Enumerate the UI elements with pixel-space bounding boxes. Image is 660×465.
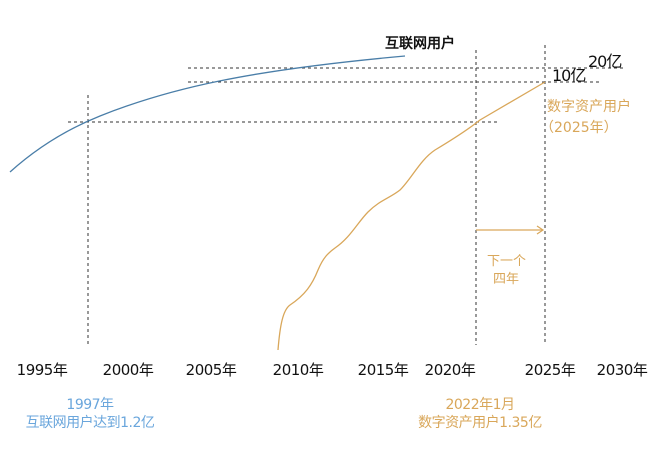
internet-users-label: 互联网用户 [385, 36, 455, 52]
digital-note-line1: 2022年1月 [445, 397, 515, 413]
next-four-years-arrow [476, 225, 545, 235]
digital-asset-users-label: 数字资产用户 [547, 99, 631, 115]
next-four-years-label-1: 下一个 [487, 254, 527, 269]
x-tick-1995: 1995年 [16, 361, 68, 379]
x-tick-2005: 2005年 [185, 361, 237, 379]
internet-note-line1: 1997年 [66, 397, 114, 413]
x-tick-2030: 2030年 [596, 361, 648, 379]
x-tick-2025: 2025年 [524, 361, 576, 379]
x-tick-2000: 2000年 [102, 361, 154, 379]
digital-asset-users-curve [277, 81, 546, 351]
next-four-years-label-2: 四年 [493, 272, 520, 287]
digital-asset-year-label: （2025年） [540, 120, 618, 136]
twenty-yi-label: 20亿 [588, 52, 622, 71]
x-tick-2010: 2010年 [272, 361, 324, 379]
digital-note: 2022年1月 数字资产用户1.35亿 [418, 396, 542, 432]
internet-note-line2: 互联网用户达到1.2亿 [25, 415, 155, 431]
x-tick-2020: 2020年 [424, 361, 476, 379]
ten-yi-label: 10亿 [552, 66, 586, 85]
digital-note-line2: 数字资产用户1.35亿 [418, 415, 542, 431]
x-tick-2015: 2015年 [357, 361, 409, 379]
internet-users-curve [9, 55, 406, 173]
internet-note: 1997年 互联网用户达到1.2亿 [26, 396, 155, 432]
